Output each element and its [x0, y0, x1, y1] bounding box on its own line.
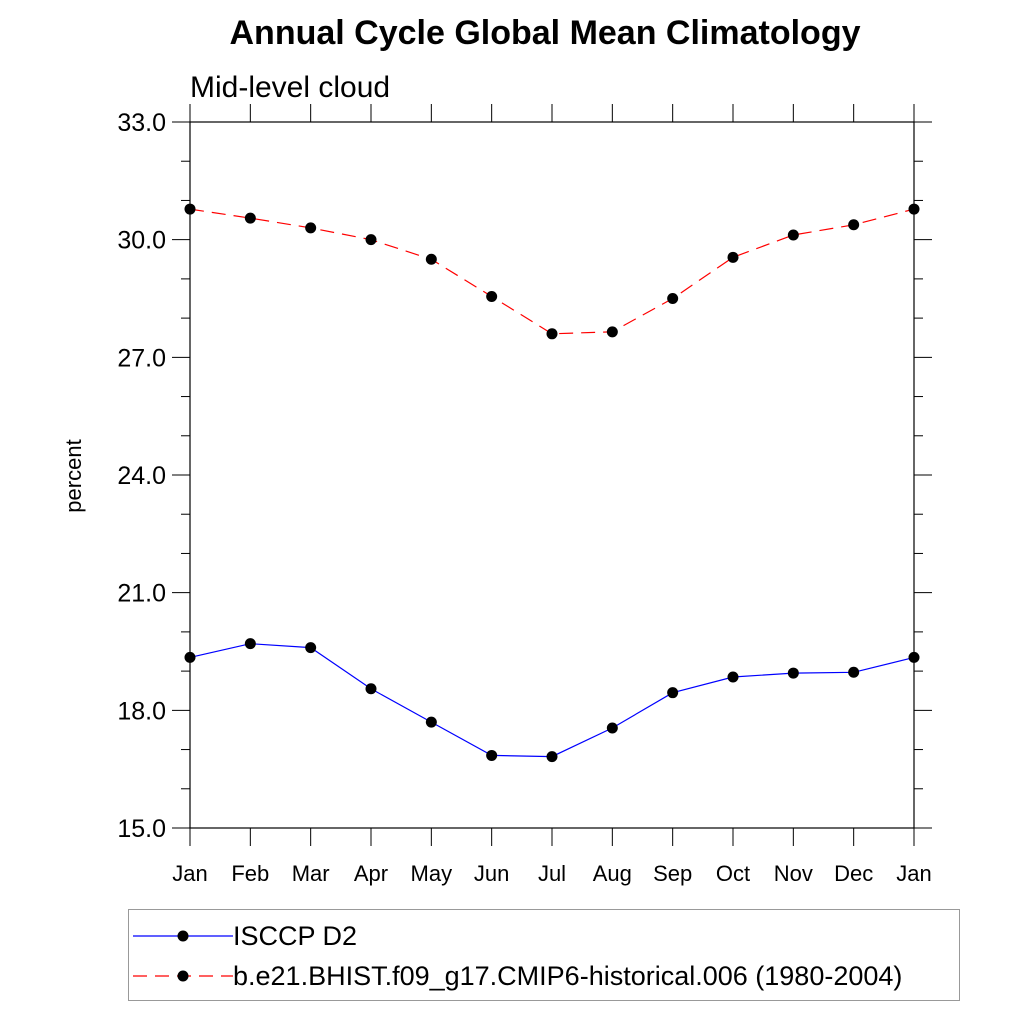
data-point-series-2	[546, 328, 558, 340]
x-tick-label: Jul	[538, 861, 566, 886]
x-tick-label: Feb	[231, 861, 269, 886]
data-point-series-2	[244, 212, 256, 224]
data-point-series-1	[667, 687, 679, 699]
x-tick-label: Jun	[474, 861, 509, 886]
data-point-series-2	[606, 326, 618, 338]
data-point-series-2	[787, 229, 799, 241]
y-tick-label: 27.0	[117, 344, 166, 372]
data-point-series-2	[848, 219, 860, 231]
y-tick-label: 30.0	[117, 227, 166, 255]
x-tick-label: Apr	[354, 861, 388, 886]
data-point-series-1	[425, 716, 437, 728]
y-tick-label: 21.0	[117, 580, 166, 608]
data-point-series-1	[787, 667, 799, 679]
y-tick-label: 24.0	[117, 462, 166, 490]
chart-subtitle: Mid-level cloud	[190, 71, 391, 104]
data-point-series-1	[486, 749, 498, 761]
series-line-1	[189, 643, 915, 758]
chart-title: Annual Cycle Global Mean Climatology	[229, 14, 861, 52]
series-line-2	[189, 208, 915, 335]
x-tick-label: Jan	[172, 861, 207, 886]
legend-item-series-2: b.e21.BHIST.f09_g17.CMIP6-historical.006…	[129, 956, 902, 996]
legend-item-series-1: ISCCP D2	[129, 916, 357, 956]
y-tick-label: 18.0	[117, 697, 166, 725]
x-tick-label: Dec	[834, 861, 873, 886]
x-tick-label: Aug	[593, 861, 632, 886]
y-tick-label: 15.0	[117, 815, 166, 843]
data-point-series-2	[727, 251, 739, 263]
data-point-series-1	[727, 671, 739, 683]
legend-sample-series-1	[133, 930, 233, 942]
data-point-series-2	[908, 203, 920, 215]
data-point-series-2	[425, 253, 437, 265]
line-chart: 15.0 18.0 21.0 24.0 27.0 30.0 33.0 Jan Feb Mar Apr…	[117, 104, 932, 886]
data-point-series-1	[908, 651, 920, 663]
data-point-series-2	[184, 203, 196, 215]
x-tick-label: Jan	[896, 861, 931, 886]
x-tick-label: May	[411, 861, 453, 886]
x-tick-label: Nov	[774, 861, 813, 886]
data-point-series-1	[305, 642, 317, 654]
legend-label-series-1: ISCCP D2	[233, 920, 358, 951]
x-tick-label: Mar	[292, 861, 330, 886]
data-point-series-2	[365, 234, 377, 246]
data-point-series-1	[365, 683, 377, 695]
x-tick-label: Sep	[653, 861, 692, 886]
data-point-series-2	[305, 222, 317, 234]
y-tick-label: 33.0	[117, 109, 166, 137]
data-point-series-2	[486, 291, 498, 303]
data-point-series-1	[244, 638, 256, 650]
data-point-series-1	[546, 751, 558, 763]
data-point-series-1	[184, 651, 196, 663]
data-point-series-1	[848, 666, 860, 678]
plot-frame	[189, 121, 915, 829]
data-point-series-2	[667, 293, 679, 304]
x-tick-label: Oct	[716, 861, 750, 886]
legend: ISCCP D2 b.e21.BHIST.f09_g17.CMIP6-histo…	[128, 909, 960, 1001]
legend-sample-series-2	[133, 970, 233, 982]
legend-label-series-2: b.e21.BHIST.f09_g17.CMIP6-historical.006…	[233, 960, 903, 991]
data-point-series-1	[606, 722, 618, 734]
